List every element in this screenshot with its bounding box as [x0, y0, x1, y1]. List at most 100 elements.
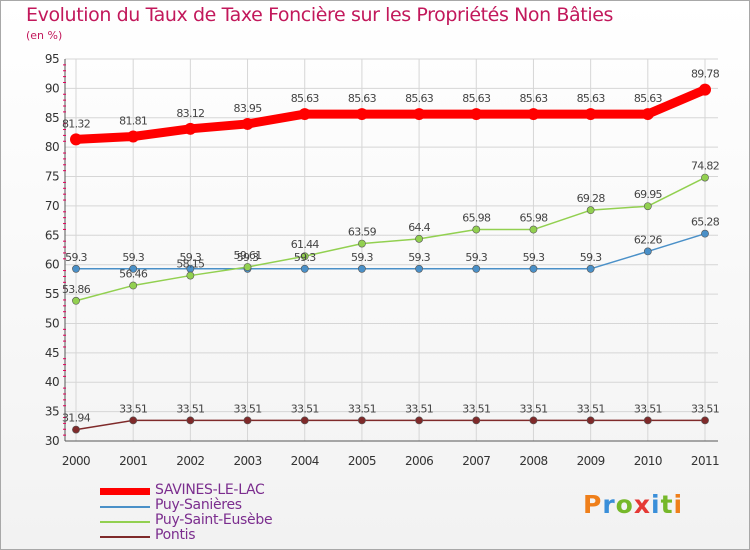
data-point-puy-saint-eus-be-2005 [358, 239, 366, 248]
data-label-puy-saint-eus-be-2010: 69.95 [634, 188, 663, 201]
data-point-pontis-2001 [129, 416, 138, 425]
data-label-puy-saint-eus-be-2000: 53.86 [62, 283, 91, 296]
data-label-puy-sani-res-2004: 59.3 [294, 251, 316, 264]
legend-label-puy-saint-eusebe: Puy-Saint-Eusèbe [155, 512, 273, 528]
data-point-savines-le-lac-2006 [413, 108, 426, 121]
data-label-puy-saint-eus-be-2001: 56.46 [119, 267, 148, 280]
y-tick-label-35: 35 [45, 405, 59, 419]
data-point-puy-saint-eus-be-2009 [586, 206, 595, 215]
data-label-savines-le-lac-2010: 85.63 [634, 92, 663, 105]
x-tick-label-2005: 2005 [348, 454, 376, 468]
data-label-pontis-2004: 33.51 [291, 402, 319, 415]
data-point-savines-le-lac-2009 [584, 108, 597, 121]
data-point-puy-saint-eus-be-2004 [300, 252, 309, 261]
data-label-puy-sani-res-2006: 59.3 [408, 251, 430, 264]
y-tick-label-40: 40 [45, 375, 59, 389]
data-point-savines-le-lac-2007 [470, 108, 483, 121]
y-tick-label-90: 90 [45, 81, 59, 95]
series-line-puy-saint-eus-be [75, 176, 706, 302]
x-tick-label-2010: 2010 [634, 454, 662, 468]
data-point-puy-sani-res-2006 [415, 264, 423, 273]
data-label-pontis-2011: 33.51 [691, 402, 719, 415]
logo-letter: P [583, 490, 603, 519]
data-point-savines-le-lac-2011 [699, 83, 711, 96]
data-label-savines-le-lac-2001: 81.81 [119, 115, 147, 128]
x-tick-label-2011: 2011 [691, 454, 719, 468]
logo-letter: t [660, 490, 674, 519]
data-point-puy-sani-res-2004 [300, 264, 309, 273]
logo-letter: i [651, 490, 661, 519]
data-label-puy-sani-res-2005: 59.3 [351, 251, 373, 264]
data-label-savines-le-lac-2011: 89.78 [691, 68, 720, 81]
data-label-savines-le-lac-2006: 85.63 [405, 92, 434, 105]
data-point-savines-le-lac-2010 [641, 108, 654, 121]
data-label-puy-sani-res-2011: 65.28 [691, 216, 720, 229]
chart-unit-label: (en %) [26, 29, 63, 42]
logo-letter: i [673, 490, 684, 519]
data-point-pontis-2003 [243, 416, 252, 425]
data-point-pontis-2008 [529, 416, 538, 425]
data-point-pontis-2004 [300, 416, 309, 425]
data-label-puy-saint-eus-be-2006: 64.4 [408, 221, 430, 234]
data-label-puy-sani-res-2003: 59.3 [237, 251, 259, 264]
data-label-pontis-2007: 33.51 [462, 402, 490, 415]
x-tick-label-2003: 2003 [233, 454, 261, 468]
data-point-pontis-2009 [586, 416, 595, 425]
x-tick-label-2002: 2002 [176, 454, 204, 468]
data-point-puy-saint-eus-be-2006 [415, 234, 423, 243]
data-point-puy-sani-res-2009 [586, 264, 595, 273]
data-point-savines-le-lac-2004 [298, 108, 311, 121]
data-label-puy-saint-eus-be-2007: 65.98 [462, 212, 491, 225]
data-label-puy-saint-eus-be-2004: 61.44 [291, 238, 320, 251]
data-label-puy-sani-res-2002: 59.3 [180, 251, 202, 264]
x-tick-label-2006: 2006 [405, 454, 433, 468]
data-point-puy-saint-eus-be-2001 [129, 281, 138, 290]
y-tick-label-30: 30 [45, 434, 59, 448]
data-label-savines-le-lac-2008: 85.63 [519, 92, 548, 105]
x-tick-label-2007: 2007 [462, 454, 490, 468]
data-label-puy-saint-eus-be-2008: 65.98 [519, 212, 548, 225]
y-tick-label-75: 75 [45, 170, 59, 184]
data-point-savines-le-lac-2008 [527, 108, 540, 121]
x-tick-label-2001: 2001 [119, 454, 147, 468]
data-label-puy-sani-res-2007: 59.3 [465, 251, 487, 264]
data-point-savines-le-lac-2005 [355, 108, 368, 121]
logo-letter: r [602, 490, 616, 519]
y-tick-label-85: 85 [45, 111, 59, 125]
data-point-puy-saint-eus-be-2000 [72, 296, 80, 305]
data-point-savines-le-lac-2001 [127, 130, 140, 143]
data-label-pontis-2003: 33.51 [234, 402, 262, 415]
data-point-pontis-2007 [472, 416, 481, 425]
data-point-puy-saint-eus-be-2011 [701, 173, 709, 182]
data-label-pontis-2008: 33.51 [519, 402, 547, 415]
legend-swatch-puy-saint-eusebe [100, 521, 150, 523]
data-label-savines-le-lac-2005: 85.63 [348, 92, 377, 105]
y-tick-label-50: 50 [45, 316, 59, 330]
data-label-puy-saint-eus-be-2011: 74.82 [691, 160, 719, 173]
series-line-savines-le-lac [71, 85, 710, 144]
data-label-pontis-2010: 33.51 [634, 402, 662, 415]
y-tick-label-65: 65 [45, 228, 59, 242]
data-label-puy-sani-res-2010: 62.26 [634, 233, 663, 246]
data-point-pontis-2002 [186, 416, 195, 425]
x-tick-label-2009: 2009 [577, 454, 605, 468]
data-label-savines-le-lac-2003: 83.95 [234, 102, 263, 115]
data-point-puy-sani-res-2010 [643, 247, 652, 256]
data-point-pontis-2005 [358, 416, 366, 425]
data-label-pontis-2009: 33.51 [577, 402, 605, 415]
x-tick-label-2000: 2000 [62, 454, 90, 468]
data-label-pontis-2006: 33.51 [405, 402, 433, 415]
data-point-puy-saint-eus-be-2008 [529, 225, 538, 234]
series-line-pontis [75, 419, 706, 431]
legend-swatch-puy-sanieres [100, 506, 150, 508]
y-tick-label-95: 95 [45, 52, 59, 66]
data-point-puy-saint-eus-be-2002 [186, 271, 195, 280]
x-tick-label-2004: 2004 [291, 454, 319, 468]
data-label-puy-saint-eus-be-2003: 59.61 [234, 249, 262, 262]
y-tick-label-45: 45 [45, 346, 59, 360]
y-tick-label-70: 70 [45, 199, 59, 213]
data-point-puy-sani-res-2000 [72, 264, 80, 273]
data-label-puy-sani-res-2000: 59.3 [65, 251, 87, 264]
